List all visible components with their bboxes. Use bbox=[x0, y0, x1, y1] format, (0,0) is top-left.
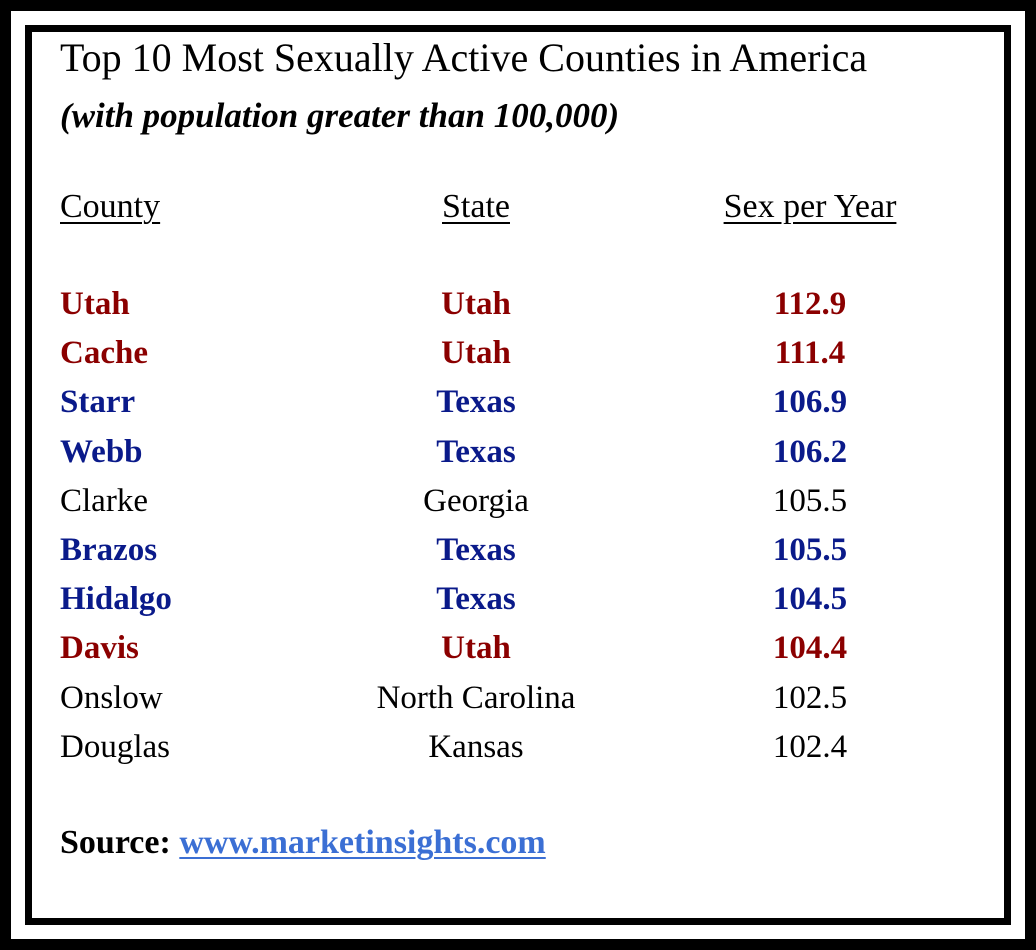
sex-per-year-cell: 105.5 bbox=[772, 482, 848, 519]
table-row: Webb Texas 106.2 bbox=[0, 433, 1000, 482]
sex-per-year-cell: 104.5 bbox=[772, 581, 848, 618]
county-cell: Utah bbox=[60, 286, 130, 322]
sex-per-year-cell: 104.4 bbox=[772, 630, 848, 667]
chart-subtitle: (with population greater than 100,000) bbox=[60, 96, 620, 135]
sex-per-year-cell: 106.9 bbox=[772, 384, 848, 421]
state-cell: Georgia bbox=[423, 482, 529, 519]
sex-per-year-cell: 102.5 bbox=[772, 679, 848, 716]
county-cell: Cache bbox=[60, 335, 148, 372]
table-row: Onslow North Carolina 102.5 bbox=[0, 679, 1000, 728]
table-row: Clarke Georgia 105.5 bbox=[0, 482, 1000, 531]
table-row: Starr Texas 106.9 bbox=[0, 386, 1000, 432]
sex-per-year-cell: 111.4 bbox=[774, 335, 846, 372]
column-header-county: County bbox=[60, 188, 161, 225]
sex-per-year-cell: 106.2 bbox=[772, 433, 848, 470]
sex-per-year-cell: 112.9 bbox=[773, 286, 847, 322]
state-cell: Texas bbox=[436, 433, 516, 470]
table-row: Cache Utah 111.4 bbox=[0, 337, 1000, 383]
state-cell: North Carolina bbox=[376, 679, 576, 716]
county-cell: Douglas bbox=[60, 728, 170, 765]
state-cell: Texas bbox=[436, 581, 516, 618]
sex-per-year-cell: 102.4 bbox=[772, 728, 848, 765]
county-cell: Starr bbox=[60, 384, 136, 421]
source-link[interactable]: www.marketinsights.com bbox=[179, 824, 546, 861]
state-cell: Utah bbox=[441, 335, 511, 372]
county-cell: Hidalgo bbox=[60, 581, 172, 618]
state-cell: Kansas bbox=[428, 728, 524, 765]
state-cell: Texas bbox=[436, 384, 516, 421]
state-cell: Utah bbox=[441, 286, 511, 322]
county-cell: Webb bbox=[60, 433, 143, 470]
county-cell: Davis bbox=[60, 630, 139, 667]
source-label: Source: bbox=[60, 824, 171, 861]
table-row: Douglas Kansas 102.4 bbox=[0, 728, 1000, 777]
county-cell: Clarke bbox=[60, 482, 148, 519]
chart-title: Top 10 Most Sexually Active Counties in … bbox=[60, 35, 868, 80]
inner-frame bbox=[25, 25, 1011, 925]
source-line: Source: www.marketinsights.com bbox=[60, 826, 546, 860]
county-cell: Brazos bbox=[60, 532, 158, 568]
sex-per-year-cell: 105.5 bbox=[772, 532, 848, 568]
table-row: Davis Utah 104.4 bbox=[0, 632, 1000, 678]
state-cell: Utah bbox=[441, 630, 511, 667]
column-header-state: State bbox=[442, 188, 510, 225]
column-header-sex-per-year: Sex per Year bbox=[723, 188, 897, 225]
state-cell: Texas bbox=[436, 532, 516, 568]
table-row: Utah Utah 112.9 bbox=[0, 288, 1000, 334]
county-cell: Onslow bbox=[60, 679, 163, 716]
table-row: Brazos Texas 105.5 bbox=[0, 534, 1000, 580]
table-row: Hidalgo Texas 104.5 bbox=[0, 583, 1000, 629]
